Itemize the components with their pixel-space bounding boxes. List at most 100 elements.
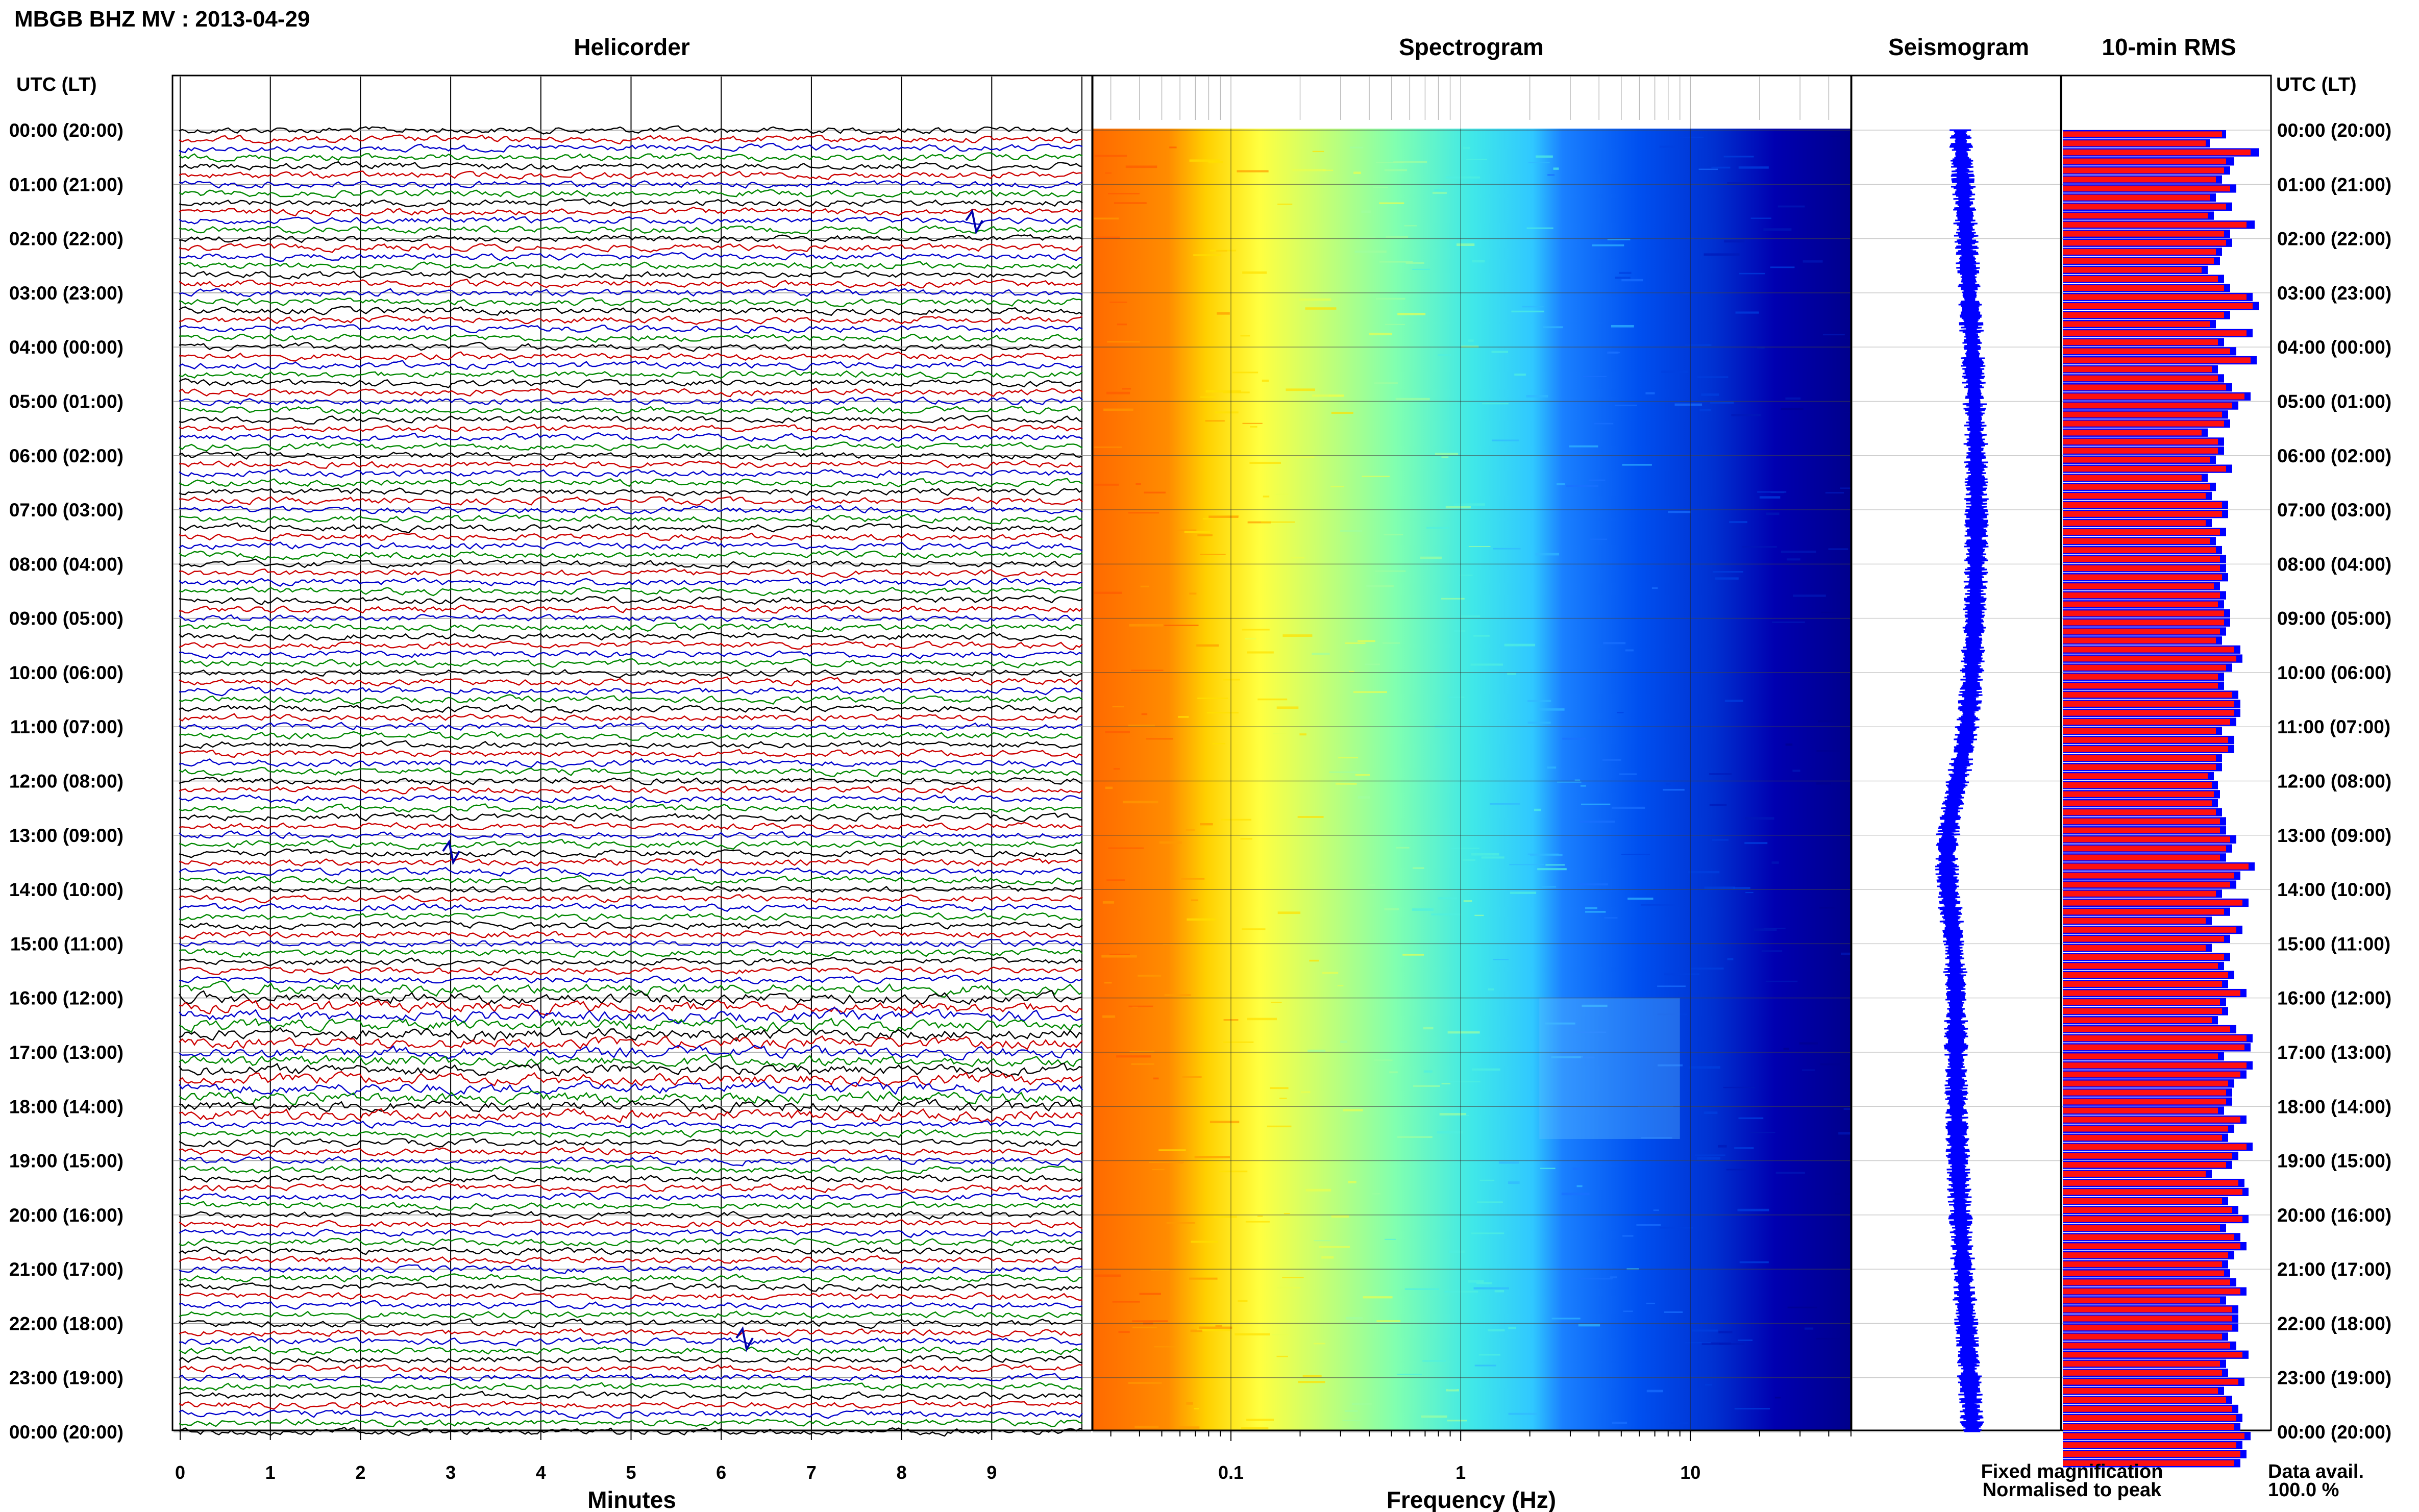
spectrogram-streak <box>1537 868 1567 871</box>
spectrogram-streak <box>1757 491 1787 493</box>
helicorder-trace <box>179 161 1083 171</box>
spectrogram-streak <box>1261 521 1295 523</box>
spectrogram-streak <box>1112 706 1124 708</box>
spectrogram-streak <box>1366 585 1394 587</box>
rms-bar-normalised <box>2063 1216 2242 1222</box>
spectrogram-streak <box>1699 409 1712 411</box>
spectrogram-streak <box>1723 156 1754 158</box>
spectrogram-streak <box>1615 404 1637 406</box>
rms-bar-normalised <box>2063 954 2224 960</box>
spectrogram-streak <box>1232 371 1258 374</box>
spectrogram-streak <box>1718 1145 1727 1148</box>
spectrogram-streak <box>1704 886 1735 889</box>
spectrogram-streak <box>1657 985 1686 987</box>
spectrogram-streak <box>1361 210 1371 213</box>
spectrogram-streak <box>1535 553 1560 556</box>
spectrogram-x-axis-label: Frequency (Hz) <box>1387 1486 1556 1512</box>
rms-title: 10-min RMS <box>2102 34 2236 60</box>
rms-bar-normalised <box>2063 1442 2236 1448</box>
helicorder-trace <box>179 1182 1083 1194</box>
spectrogram-streak <box>1384 534 1403 536</box>
rms-bar-normalised <box>2063 149 2251 156</box>
spectrogram-streak <box>1129 624 1163 627</box>
spectrogram-streak <box>1277 911 1301 914</box>
spectrogram-streak <box>1583 376 1607 378</box>
rms-bar-normalised <box>2063 1360 2220 1367</box>
rms-bar-normalised <box>2063 366 2212 373</box>
spectrogram-streak <box>1474 1365 1496 1367</box>
spectrogram-streak <box>1446 176 1480 179</box>
spectrogram-streak <box>1772 621 1805 623</box>
rms-bar-normalised <box>2063 1234 2234 1241</box>
spectrogram-streak <box>1514 374 1526 376</box>
spectrogram-streak <box>1210 250 1237 252</box>
spectrogram-streak <box>1362 476 1390 477</box>
spectrogram-streak <box>1763 228 1792 231</box>
rms-bar-normalised <box>2063 972 2228 978</box>
spectrogram-streak <box>1441 598 1465 600</box>
spectrogram-streak <box>1785 743 1793 746</box>
spectrogram-streak <box>1164 625 1199 626</box>
spectrogram-streak <box>1607 351 1619 354</box>
helicorder-trace <box>179 288 1083 298</box>
spectrogram-streak <box>1448 1388 1457 1390</box>
spectrogram-streak <box>1651 587 1658 589</box>
spectrogram-x-tick-label: 10 <box>1680 1462 1700 1483</box>
helicorder-trace <box>179 170 1083 181</box>
spectrogram-streak <box>1470 663 1503 666</box>
spectrogram-streak <box>1737 1208 1769 1211</box>
spectrogram-streak <box>1178 1426 1200 1429</box>
helicorder-trace <box>179 577 1083 587</box>
spectrogram-streak <box>1493 548 1521 550</box>
spectrogram-streak <box>1775 1172 1806 1174</box>
helicorder-trace <box>179 532 1083 542</box>
spectrogram-streak <box>1646 1390 1663 1393</box>
spectrogram-streak <box>1691 968 1724 970</box>
rms-bar-normalised <box>2063 1080 2228 1086</box>
spectrogram-streak <box>1683 292 1690 295</box>
spectrogram-streak <box>1397 1136 1433 1138</box>
rms-bar-normalised <box>2063 881 2230 888</box>
helicorder-trace <box>179 441 1083 452</box>
rms-bar-normalised <box>2063 1261 2222 1268</box>
spectrogram-streak <box>1668 511 1691 513</box>
spectrogram-streak <box>1346 1317 1363 1320</box>
spectrogram-streak <box>1801 1069 1815 1071</box>
helicorder-trace <box>179 1282 1083 1292</box>
spectrogram-streak <box>1290 557 1304 559</box>
seismogram-panel <box>1850 75 2062 1432</box>
spectrogram-streak <box>1435 453 1459 455</box>
helicorder-trace <box>179 279 1083 289</box>
helicorder-trace <box>179 1108 1083 1124</box>
helicorder-trace <box>179 586 1083 597</box>
spectrogram-streak <box>1781 551 1816 553</box>
spectrogram-streak <box>1577 883 1609 886</box>
spectrogram-streak <box>1181 878 1205 880</box>
spectrogram-streak <box>1617 712 1624 713</box>
helicorder-event-blip <box>735 1326 754 1352</box>
helicorder-trace <box>179 1201 1082 1211</box>
spectrogram-streak <box>1530 854 1563 856</box>
rms-bar-normalised <box>2063 177 2216 183</box>
spectrogram-streak <box>1182 1076 1202 1078</box>
spectrogram-streak <box>1816 1337 1841 1340</box>
helicorder-trace <box>179 225 1083 235</box>
spectrogram-streak <box>1094 447 1122 448</box>
helicorder-trace <box>179 956 1083 967</box>
spectrogram-streak <box>1109 302 1127 303</box>
spectrogram-streak <box>1478 1354 1501 1356</box>
helicorder-trace <box>179 1328 1083 1338</box>
helicorder-trace <box>179 866 1083 877</box>
rms-bar-normalised <box>2063 718 2230 725</box>
spectrogram-streak <box>1766 512 1780 515</box>
spectrogram-streak <box>1102 901 1115 904</box>
helicorder-event-blip <box>965 208 983 235</box>
time-label-right: 06:00 (02:00) <box>2277 445 2391 466</box>
spectrogram-streak <box>1129 1051 1155 1053</box>
helicorder-x-tick-label: 6 <box>716 1462 726 1483</box>
spectrogram-streak <box>1247 651 1274 654</box>
spectrogram-streak <box>1734 1147 1754 1149</box>
spectrogram-streak <box>1659 145 1679 148</box>
spectrogram-streak <box>1385 324 1405 325</box>
spectrogram-streak <box>1270 1087 1289 1089</box>
